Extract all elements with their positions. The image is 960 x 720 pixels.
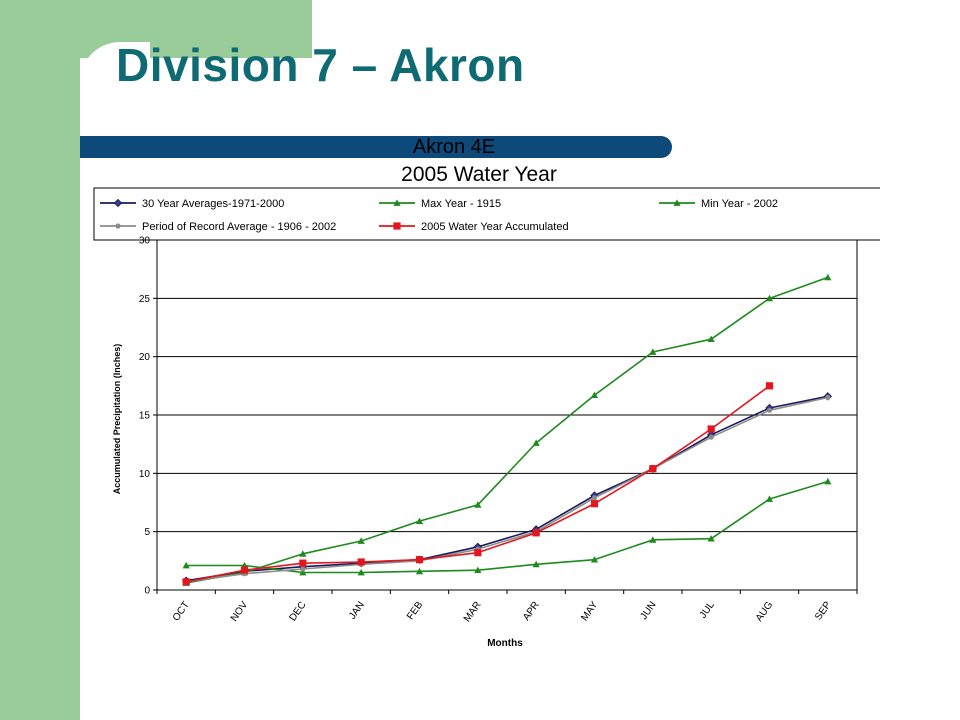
x-tick-label: APR [521, 600, 542, 623]
data-point [708, 434, 714, 440]
y-tick-label: 20 [139, 352, 151, 363]
data-point [765, 495, 774, 502]
data-point [649, 536, 657, 543]
data-point [532, 560, 540, 568]
data-point [474, 549, 482, 557]
data-point [590, 391, 599, 399]
data-point [707, 335, 715, 343]
x-tick-label: OCT [171, 600, 192, 624]
legend-label: Min Year - 2002 [701, 198, 778, 210]
data-point [240, 566, 249, 574]
chart-title-band [80, 136, 672, 158]
slide-title: Division 7 – Akron [116, 39, 525, 91]
legend-marker [113, 198, 123, 208]
data-point [357, 568, 365, 576]
data-point [532, 529, 540, 537]
series-line [186, 395, 828, 582]
data-point [591, 495, 598, 501]
data-point [766, 407, 773, 413]
x-tick-label: JUL [698, 599, 717, 620]
data-point [649, 465, 657, 473]
data-point [707, 425, 715, 433]
data-point [415, 567, 424, 575]
data-point [765, 294, 774, 302]
x-tick-label: DEC [287, 600, 308, 624]
data-point [182, 561, 190, 569]
data-point [824, 477, 832, 485]
data-point [415, 556, 424, 564]
x-tick-label: JAN [347, 600, 367, 622]
sidebar-accent [0, 0, 80, 720]
legend-label: 30 Year Averages-1971-2000 [142, 198, 284, 210]
data-point [765, 382, 774, 390]
precipitation-chart: Akron 4E 2005 Water Year 30 Year Average… [93, 136, 880, 649]
x-tick-label: FEB [405, 599, 425, 622]
data-point [299, 550, 307, 557]
y-tick-label: 15 [139, 411, 151, 422]
data-point [474, 566, 482, 574]
legend-marker [393, 199, 401, 206]
chart-legend: 30 Year Averages-1971-2000 Max Year - 191… [93, 187, 880, 241]
legend-marker [673, 199, 681, 206]
data-point [300, 566, 306, 572]
data-point [182, 578, 190, 586]
y-tick-label: 10 [139, 469, 151, 480]
data-point [590, 500, 599, 508]
legend-label: Max Year - 1915 [421, 198, 501, 210]
data-point [357, 537, 365, 544]
legend-marker [393, 222, 401, 230]
data-point [357, 558, 365, 566]
series-line [186, 276, 829, 584]
legend-box [93, 187, 880, 241]
data-point [299, 559, 307, 567]
data-point [825, 394, 831, 401]
y-tick-label: 30 [139, 236, 151, 247]
chart-title: Akron 4E [413, 136, 495, 158]
data-point [532, 439, 540, 446]
chart-subtitle: 2005 Water Year [401, 163, 557, 186]
data-point [824, 273, 832, 281]
x-tick-label: AUG [754, 600, 776, 624]
x-tick-label: MAY [579, 599, 600, 623]
x-tick-label: JUN [638, 600, 658, 622]
legend-label: 2005 Water Year Accumulated [421, 221, 569, 233]
x-tick-label: SEP [813, 599, 834, 622]
y-tick-label: 5 [144, 527, 150, 538]
series-line [186, 396, 829, 583]
data-point [649, 348, 657, 355]
data-point [299, 568, 307, 576]
x-tick-label: MAR [462, 600, 484, 625]
y-tick-label: 25 [139, 294, 151, 305]
legend-marker [115, 223, 121, 229]
series-line [186, 480, 829, 574]
legend-label: Period of Record Average - 1906 - 2002 [142, 221, 336, 233]
y-axis-label: Accumulated Precipitation (Inches) [112, 344, 122, 495]
data-point [474, 501, 482, 508]
x-axis-label: Months [487, 638, 523, 649]
data-point [707, 535, 715, 542]
x-tick-label: NOV [229, 599, 251, 623]
data-point [415, 517, 424, 525]
data-point [590, 556, 599, 563]
y-tick-label: 0 [144, 586, 150, 597]
